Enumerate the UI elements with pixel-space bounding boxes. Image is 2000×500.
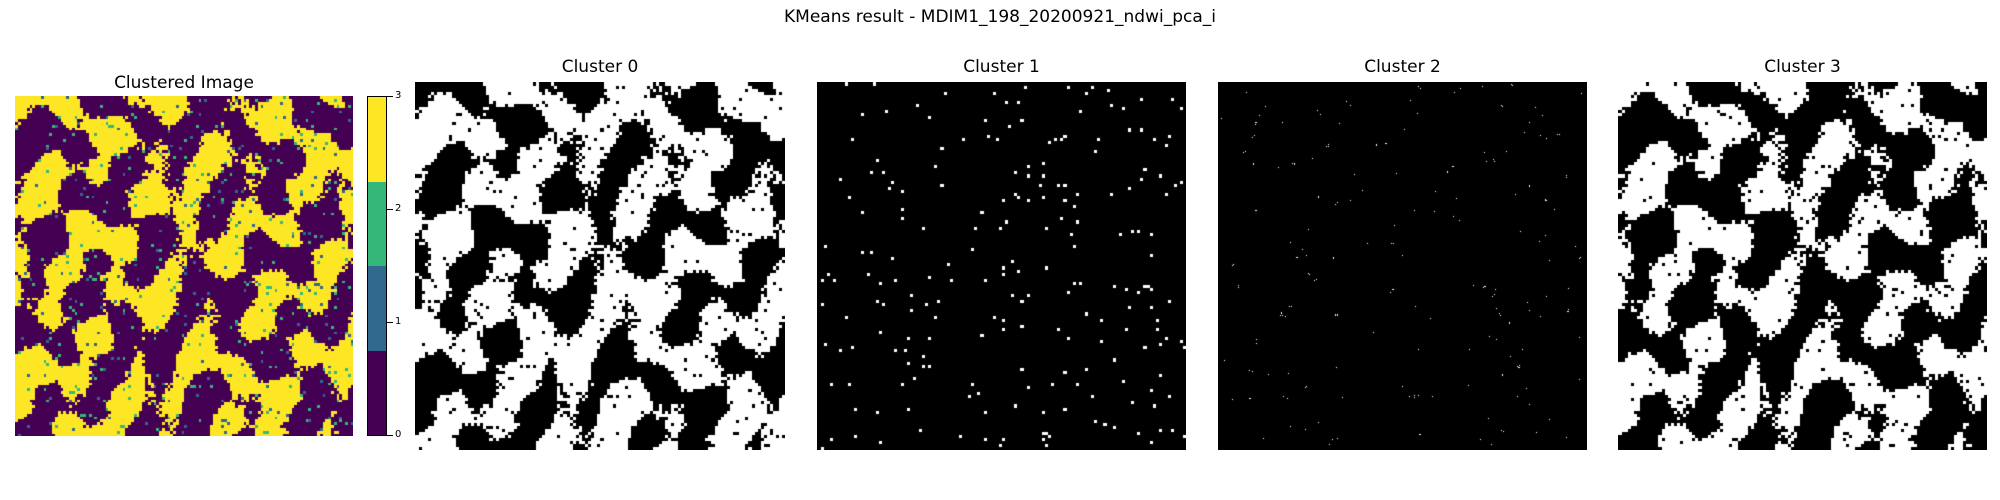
colorbar <box>367 96 387 436</box>
colorbar-label-1: 1 <box>395 316 402 327</box>
figure-title: KMeans result - MDIM1_198_20200921_ndwi_… <box>784 7 1216 27</box>
colorbar-label-0: 0 <box>395 429 402 440</box>
cluster-3-mask <box>1618 82 1987 450</box>
colorbar-label-2: 2 <box>395 203 402 214</box>
colorbar-segment-1 <box>368 266 386 351</box>
colorbar-segment-0 <box>368 350 386 435</box>
colorbar-tick-1 <box>387 322 393 323</box>
colorbar-segment-2 <box>368 181 386 266</box>
panel-title-cluster-3: Cluster 3 <box>1764 57 1841 77</box>
cluster-1-mask <box>817 82 1186 450</box>
colorbar-tick-2 <box>387 209 393 210</box>
panel-title-cluster-0: Cluster 0 <box>561 57 639 77</box>
cluster-2-mask <box>1218 82 1587 450</box>
panel-title-cluster-2: Cluster 2 <box>1364 57 1441 77</box>
colorbar-tick-3 <box>387 96 393 97</box>
colorbar-tick-0 <box>387 435 393 436</box>
colorbar-segment-3 <box>368 97 386 182</box>
colorbar-label-3: 3 <box>395 90 402 101</box>
clustered-image <box>15 96 353 436</box>
panel-title-cluster-1: Cluster 1 <box>963 57 1040 77</box>
panel-title-clustered-image: Clustered Image <box>114 73 254 93</box>
cluster-0-mask <box>415 82 785 450</box>
